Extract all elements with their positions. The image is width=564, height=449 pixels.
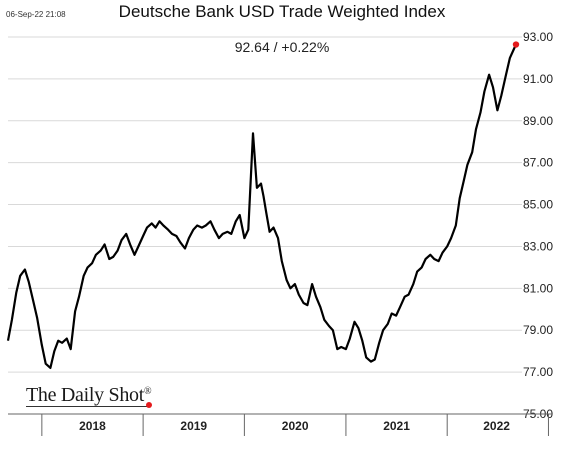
axis-layer: 93.00 91.00 89.00 87.00 85.00 83.00 81.00 79.00… — [8, 30, 553, 436]
logo-dot — [146, 402, 152, 408]
y-tick-label: 79.00 — [523, 323, 553, 337]
timestamp: 06-Sep-22 21:08 — [6, 10, 66, 19]
y-tick-label: 91.00 — [523, 72, 553, 86]
last-point-marker — [512, 41, 520, 48]
x-tick-label: 2021 — [383, 419, 410, 433]
y-tick-label: 87.00 — [523, 156, 553, 170]
y-tick-label: 89.00 — [523, 114, 553, 128]
x-tick-label: 2020 — [282, 419, 309, 433]
logo-underline — [26, 406, 150, 407]
series-line — [6, 44, 517, 369]
chart-title: Deutsche Bank USD Trade Weighted Index — [118, 2, 446, 21]
logo-text: The Daily Shot — [26, 384, 145, 406]
y-tick-label: 83.00 — [523, 239, 553, 253]
x-tick-label: 2022 — [483, 419, 510, 433]
y-tick-label: 77.00 — [523, 365, 553, 379]
y-tick-label: 93.00 — [523, 30, 553, 44]
x-tick-label: 2019 — [180, 419, 207, 433]
value-annotation: 92.64 / +0.22% — [235, 39, 330, 55]
series-layer — [6, 41, 520, 369]
y-tick-label: 81.00 — [523, 281, 553, 295]
grid-layer — [8, 36, 522, 415]
logo: The Daily Shot® — [26, 384, 152, 407]
y-tick-label: 85.00 — [523, 198, 553, 212]
logo-registered-mark: ® — [144, 386, 152, 397]
x-tick-label: 2018 — [79, 419, 106, 433]
